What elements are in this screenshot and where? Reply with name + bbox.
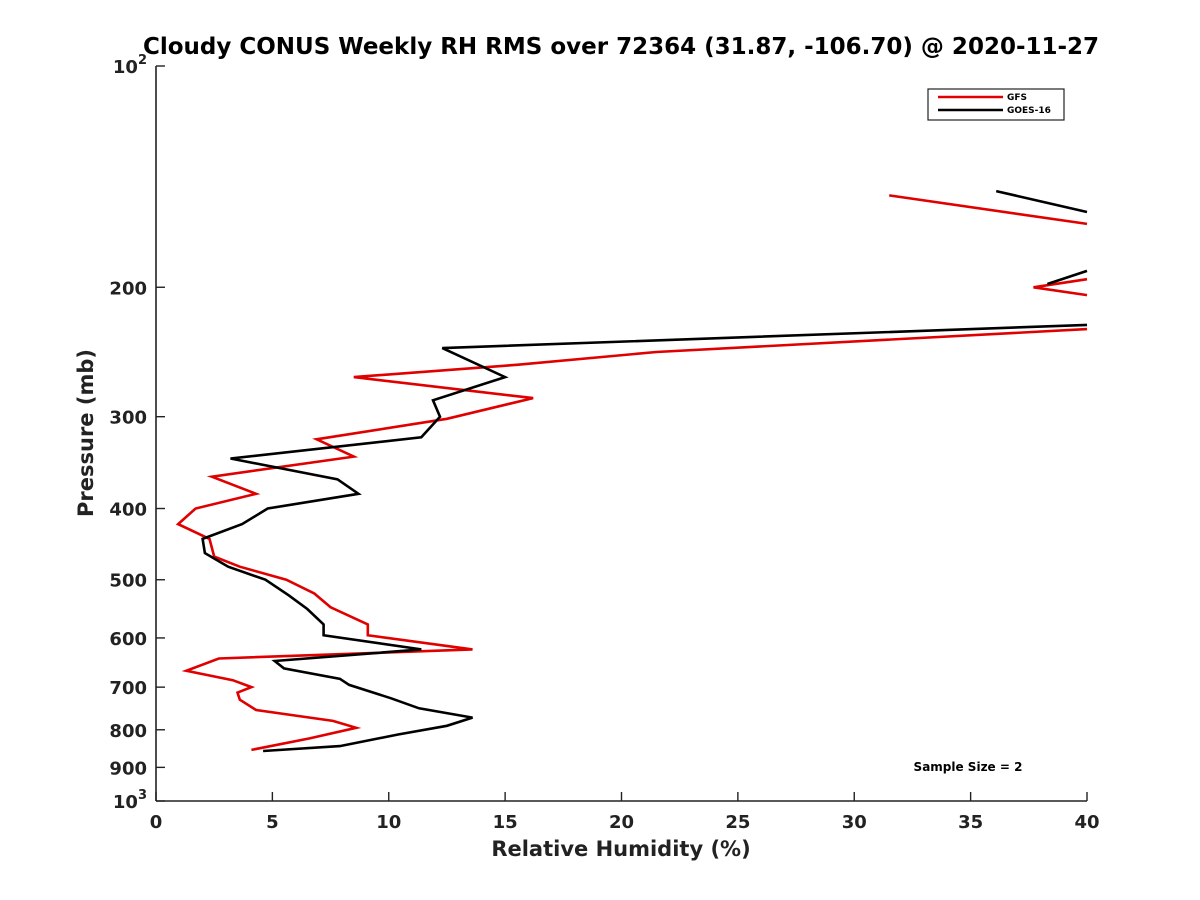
y-tick-label: 400 — [109, 500, 147, 521]
x-ticks: 0 5 10 15 20 25 30 35 40 — [150, 792, 1100, 833]
series-line-goes16-seg-1 — [1046, 269, 1088, 286]
legend: GFS GOES-16 — [927, 88, 1065, 121]
y-axis-label: Pressure (mb) — [74, 349, 98, 517]
x-tick-label: 15 — [493, 812, 518, 833]
sample-size-annotation: Sample Size = 2 — [914, 760, 1023, 774]
series-line-gfs-seg-1 — [1033, 277, 1088, 297]
series-line-goes16-seg-0 — [995, 189, 1088, 214]
x-tick-label: 10 — [376, 812, 401, 833]
legend-box — [927, 88, 1065, 121]
x-tick-label: 30 — [842, 812, 867, 833]
legend-label-gfs: GFS — [1007, 93, 1027, 103]
y-tick-label: 300 — [109, 408, 147, 429]
series-line-gfs-seg-0 — [889, 194, 1088, 226]
legend-label-goes16: GOES-16 — [1007, 106, 1051, 116]
series-layer — [175, 189, 1088, 753]
x-tick-label: 35 — [958, 812, 983, 833]
x-tick-label: 0 — [150, 812, 163, 833]
series-line-goes16-seg-2 — [201, 323, 1088, 753]
y-tick-label: 800 — [109, 721, 147, 742]
x-tick-label: 40 — [1074, 812, 1099, 833]
x-tick-label: 25 — [725, 812, 750, 833]
series-line-gfs-seg-2 — [175, 327, 1088, 752]
x-tick-label: 5 — [266, 812, 279, 833]
y-tick-label: 600 — [109, 629, 147, 650]
y-tick-label: 200 — [109, 278, 147, 299]
y-tick-label: 900 — [109, 758, 147, 779]
y-tick-label: 500 — [109, 571, 147, 592]
x-tick-label: 20 — [609, 812, 634, 833]
chart-title: Cloudy CONUS Weekly RH RMS over 72364 (3… — [143, 34, 1099, 60]
x-axis-label: Relative Humidity (%) — [491, 837, 750, 861]
y-tick-label: 700 — [109, 678, 147, 699]
